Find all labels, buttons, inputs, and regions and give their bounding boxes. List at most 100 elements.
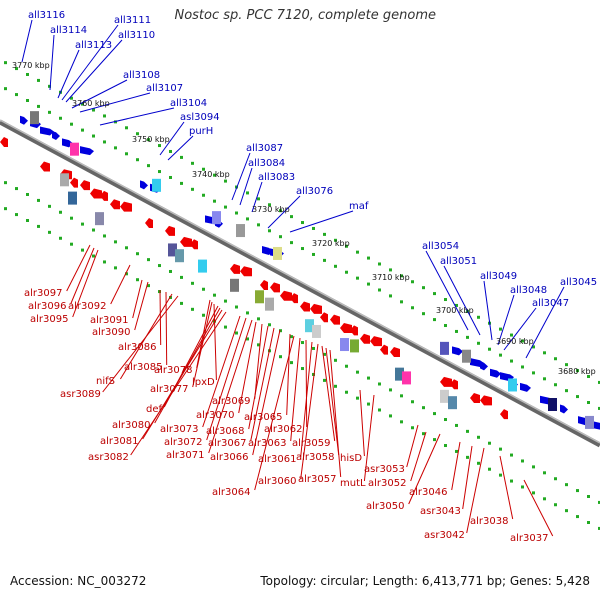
tick-dot: [213, 199, 216, 203]
kbp-label: 3710 kbp: [372, 273, 410, 282]
tick-dot: [411, 280, 414, 284]
gene-label: alr3091: [90, 315, 128, 326]
gene-label: all3111: [114, 15, 151, 26]
gene-arrow-forward: [560, 404, 568, 414]
tick-dot: [191, 281, 194, 285]
gene-arrow-reverse: [100, 190, 108, 201]
tick-dot: [125, 272, 128, 276]
gene-label: alr3052: [368, 478, 406, 489]
gene-label: alr3072: [164, 437, 202, 448]
tick-dot: [169, 295, 172, 299]
tick-dot: [389, 388, 392, 392]
tick-dot: [202, 313, 205, 317]
gene-label: alr3059: [292, 438, 330, 449]
gene-label: all3083: [258, 172, 295, 183]
leader-line: [49, 34, 55, 91]
tick-dot: [224, 299, 227, 303]
tick-dot: [477, 341, 480, 345]
gene-arrow-reverse: [300, 301, 310, 312]
tick-dot: [257, 223, 260, 227]
tick-dot: [389, 268, 392, 272]
tick-dot: [202, 193, 205, 197]
gene-arrow-reverse: [110, 199, 120, 210]
tick-dot: [444, 324, 447, 328]
leader-line: [21, 19, 33, 63]
gene-arrow-reverse: [470, 393, 480, 404]
gene-label: alr3068: [206, 426, 244, 437]
gene-label: asr3043: [420, 506, 461, 517]
tick-dot: [147, 258, 150, 262]
tick-dot: [312, 372, 315, 376]
tick-dot: [290, 215, 293, 219]
tick-dot: [312, 252, 315, 256]
gene-label: all3087: [246, 143, 283, 154]
gene-label: purH: [189, 126, 213, 137]
kbp-label: 3690 kbp: [496, 337, 534, 346]
leader-line: [325, 347, 340, 456]
tick-dot: [213, 173, 216, 177]
tick-dot: [598, 380, 600, 384]
leader-line: [406, 424, 419, 468]
tick-dot: [136, 158, 139, 162]
tick-dot: [499, 327, 502, 331]
gene-arrow-reverse: [90, 188, 102, 199]
gene-label: alr3070: [196, 410, 234, 421]
gene-label: alr3080: [112, 420, 150, 431]
gene-feature-box: [462, 349, 471, 363]
tick-dot: [59, 236, 62, 240]
leader-line: [238, 321, 257, 414]
tick-dot: [191, 161, 194, 165]
tick-dot: [92, 108, 95, 112]
tick-dot: [488, 467, 491, 471]
gene-arrow-reverse: [80, 180, 90, 191]
gene-label: asr3042: [424, 530, 465, 541]
tick-dot: [367, 402, 370, 406]
tick-dot: [268, 203, 271, 207]
gene-label: alr3095: [30, 314, 68, 325]
gene-arrow-reverse: [320, 312, 328, 323]
tick-dot: [477, 435, 480, 439]
tick-dot: [400, 274, 403, 278]
tick-dot: [521, 365, 524, 369]
gene-label: alr3069: [212, 396, 250, 407]
leader-line: [410, 431, 427, 482]
tick-dot: [169, 269, 172, 273]
tick-dot: [587, 375, 590, 379]
tick-dot: [15, 67, 18, 71]
tick-dot: [26, 98, 29, 102]
gene-feature-box: [585, 415, 594, 429]
tick-dot: [356, 370, 359, 374]
tick-dot: [444, 298, 447, 302]
leader-line: [61, 24, 119, 101]
gene-feature-box: [95, 212, 104, 226]
tick-dot: [125, 152, 128, 156]
gene-label: alr3046: [409, 487, 447, 498]
tick-dot: [510, 333, 513, 337]
leader-line: [192, 301, 213, 388]
tick-dot: [158, 290, 161, 294]
tick-dot: [48, 84, 51, 88]
tick-dot: [59, 210, 62, 214]
leader-line: [300, 341, 313, 458]
leader-line: [408, 433, 441, 505]
tick-dot: [345, 244, 348, 248]
tick-dot: [554, 383, 557, 387]
tick-dot: [257, 343, 260, 347]
gene-feature-box: [60, 173, 69, 187]
gene-feature-box: [212, 211, 221, 225]
leader-line: [497, 294, 515, 346]
leader-line: [159, 289, 162, 346]
gene-arrow-forward: [40, 126, 54, 136]
tick-dot: [48, 230, 51, 234]
tick-dot: [37, 198, 40, 202]
gene-feature-box: [340, 338, 349, 352]
tick-dot: [158, 170, 161, 174]
gene-label: all3076: [296, 186, 333, 197]
leader-line: [466, 447, 485, 534]
tick-dot: [521, 485, 524, 489]
gene-feature-box: [305, 319, 314, 333]
tick-dot: [598, 500, 600, 504]
tick-dot: [565, 509, 568, 513]
tick-dot: [37, 104, 40, 108]
tick-dot: [367, 256, 370, 260]
